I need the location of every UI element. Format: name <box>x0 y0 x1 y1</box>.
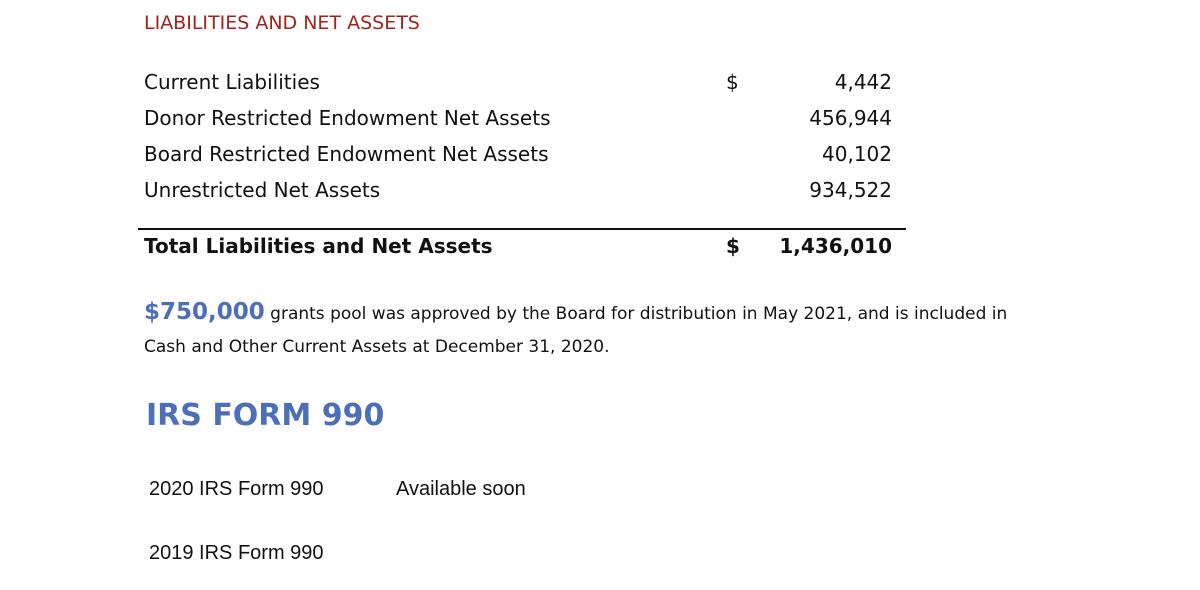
row-amount: 934,522 <box>809 178 892 202</box>
row-amount: 40,102 <box>822 142 892 166</box>
total-amount: 1,436,010 <box>779 234 892 258</box>
form-990-2019-link[interactable]: 2019 IRS Form 990 <box>149 542 324 564</box>
total-label: Total Liabilities and Net Assets <box>144 234 493 258</box>
liabilities-heading: LIABILITIES AND NET ASSETS <box>144 12 420 34</box>
currency-symbol: $ <box>726 70 739 94</box>
row-amount: 4,442 <box>834 70 892 94</box>
row-label: Current Liabilities <box>144 70 320 94</box>
grants-amount: $750,000 <box>144 299 265 325</box>
table-row: Unrestricted Net Assets 934,522 <box>144 176 906 212</box>
table-row: Current Liabilities $ 4,442 <box>144 68 906 104</box>
row-label: Board Restricted Endowment Net Assets <box>144 142 549 166</box>
table-row: Donor Restricted Endowment Net Assets 45… <box>144 104 906 140</box>
table-row: Board Restricted Endowment Net Assets 40… <box>144 140 906 176</box>
form-990-2020-link[interactable]: 2020 IRS Form 990 <box>149 478 324 500</box>
form-990-2020-status: Available soon <box>396 478 526 500</box>
grants-note: $750,000 grants pool was approved by the… <box>144 296 1044 364</box>
row-label: Donor Restricted Endowment Net Assets <box>144 106 551 130</box>
row-label: Unrestricted Net Assets <box>144 178 381 202</box>
irs-form-heading: IRS FORM 990 <box>146 398 385 433</box>
total-currency-symbol: $ <box>726 234 740 258</box>
total-row: Total Liabilities and Net Assets $ 1,436… <box>144 232 906 268</box>
total-divider <box>138 228 906 230</box>
liabilities-table: Current Liabilities $ 4,442 Donor Restri… <box>144 68 906 212</box>
grants-note-text: grants pool was approved by the Board fo… <box>144 304 1008 357</box>
row-amount: 456,944 <box>809 106 892 130</box>
